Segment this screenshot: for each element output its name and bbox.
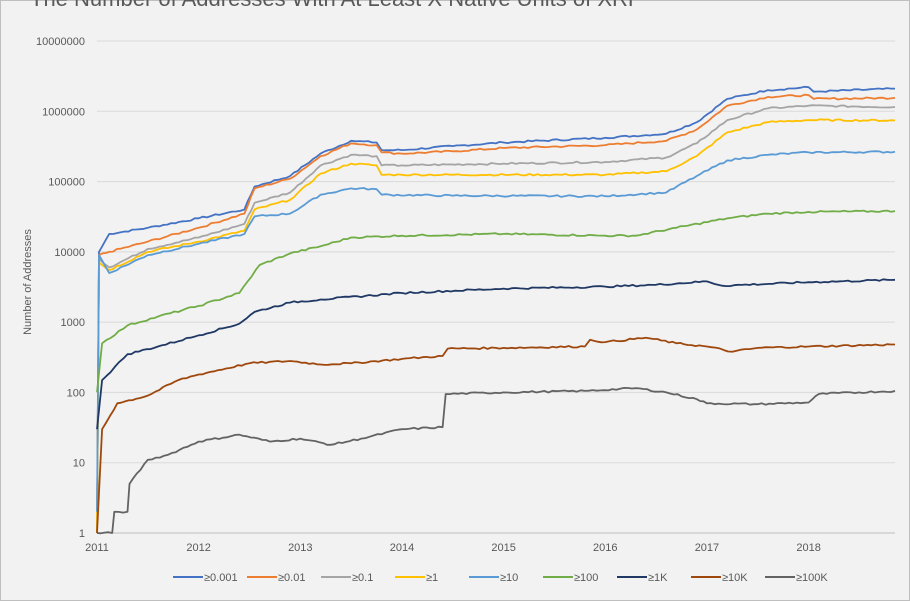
legend-label: ≥100 (574, 572, 598, 584)
legend-label: ≥10 (500, 572, 518, 584)
x-tick-label: 2013 (288, 542, 312, 554)
x-tick-label: 2016 (593, 542, 617, 554)
y-tick-label: 1000 (61, 317, 85, 329)
series-line (96, 336, 895, 534)
y-tick-label: 10000 (54, 247, 85, 259)
y-tick-label: 1000000 (42, 106, 85, 118)
x-tick-label: 2018 (796, 542, 820, 554)
y-axis-label: Number of Addresses (22, 229, 34, 335)
series-line (96, 104, 896, 534)
y-tick-label: 100 (67, 387, 85, 399)
series-line (96, 93, 896, 534)
legend-label: ≥0.001 (204, 572, 238, 584)
chart-title: The Number of Addresses With At Least X … (30, 0, 643, 12)
series-line (96, 150, 896, 512)
series-line (96, 278, 896, 430)
y-tick-label: 100000 (48, 177, 85, 189)
x-tick-label: 2015 (491, 542, 515, 554)
legend-label: ≥1 (426, 572, 438, 584)
x-tick-label: 2014 (390, 542, 414, 554)
y-tick-label: 1 (79, 528, 85, 540)
x-tick-label: 2017 (695, 542, 719, 554)
legend-label: ≥0.1 (352, 572, 373, 584)
grid-lines (97, 40, 895, 534)
series-line (96, 85, 895, 534)
series-line (96, 209, 896, 393)
y-tick-label: 10 (73, 458, 85, 470)
x-tick-labels: 2011 2012 2013 2014 2015 2016 2017 2018 (85, 542, 821, 554)
series-line (96, 387, 896, 535)
legend-label: ≥0.01 (278, 572, 305, 584)
y-tick-labels: 1 10 100 1000 10000 100000 1000000 10000000 (36, 36, 85, 540)
x-tick-label: 2012 (186, 542, 210, 554)
y-tick-label: 10000000 (36, 36, 85, 48)
series-lines (96, 85, 896, 535)
legend-label: ≥1K (648, 572, 668, 584)
x-tick-label: 2011 (85, 542, 109, 554)
legend-label: ≥100K (796, 572, 828, 584)
series-line (96, 118, 896, 534)
legend: ≥0.001 ≥0.01 ≥0.1 ≥1 ≥10 ≥100 ≥1K ≥10K ≥100K (173, 572, 828, 584)
legend-label: ≥10K (722, 572, 748, 584)
